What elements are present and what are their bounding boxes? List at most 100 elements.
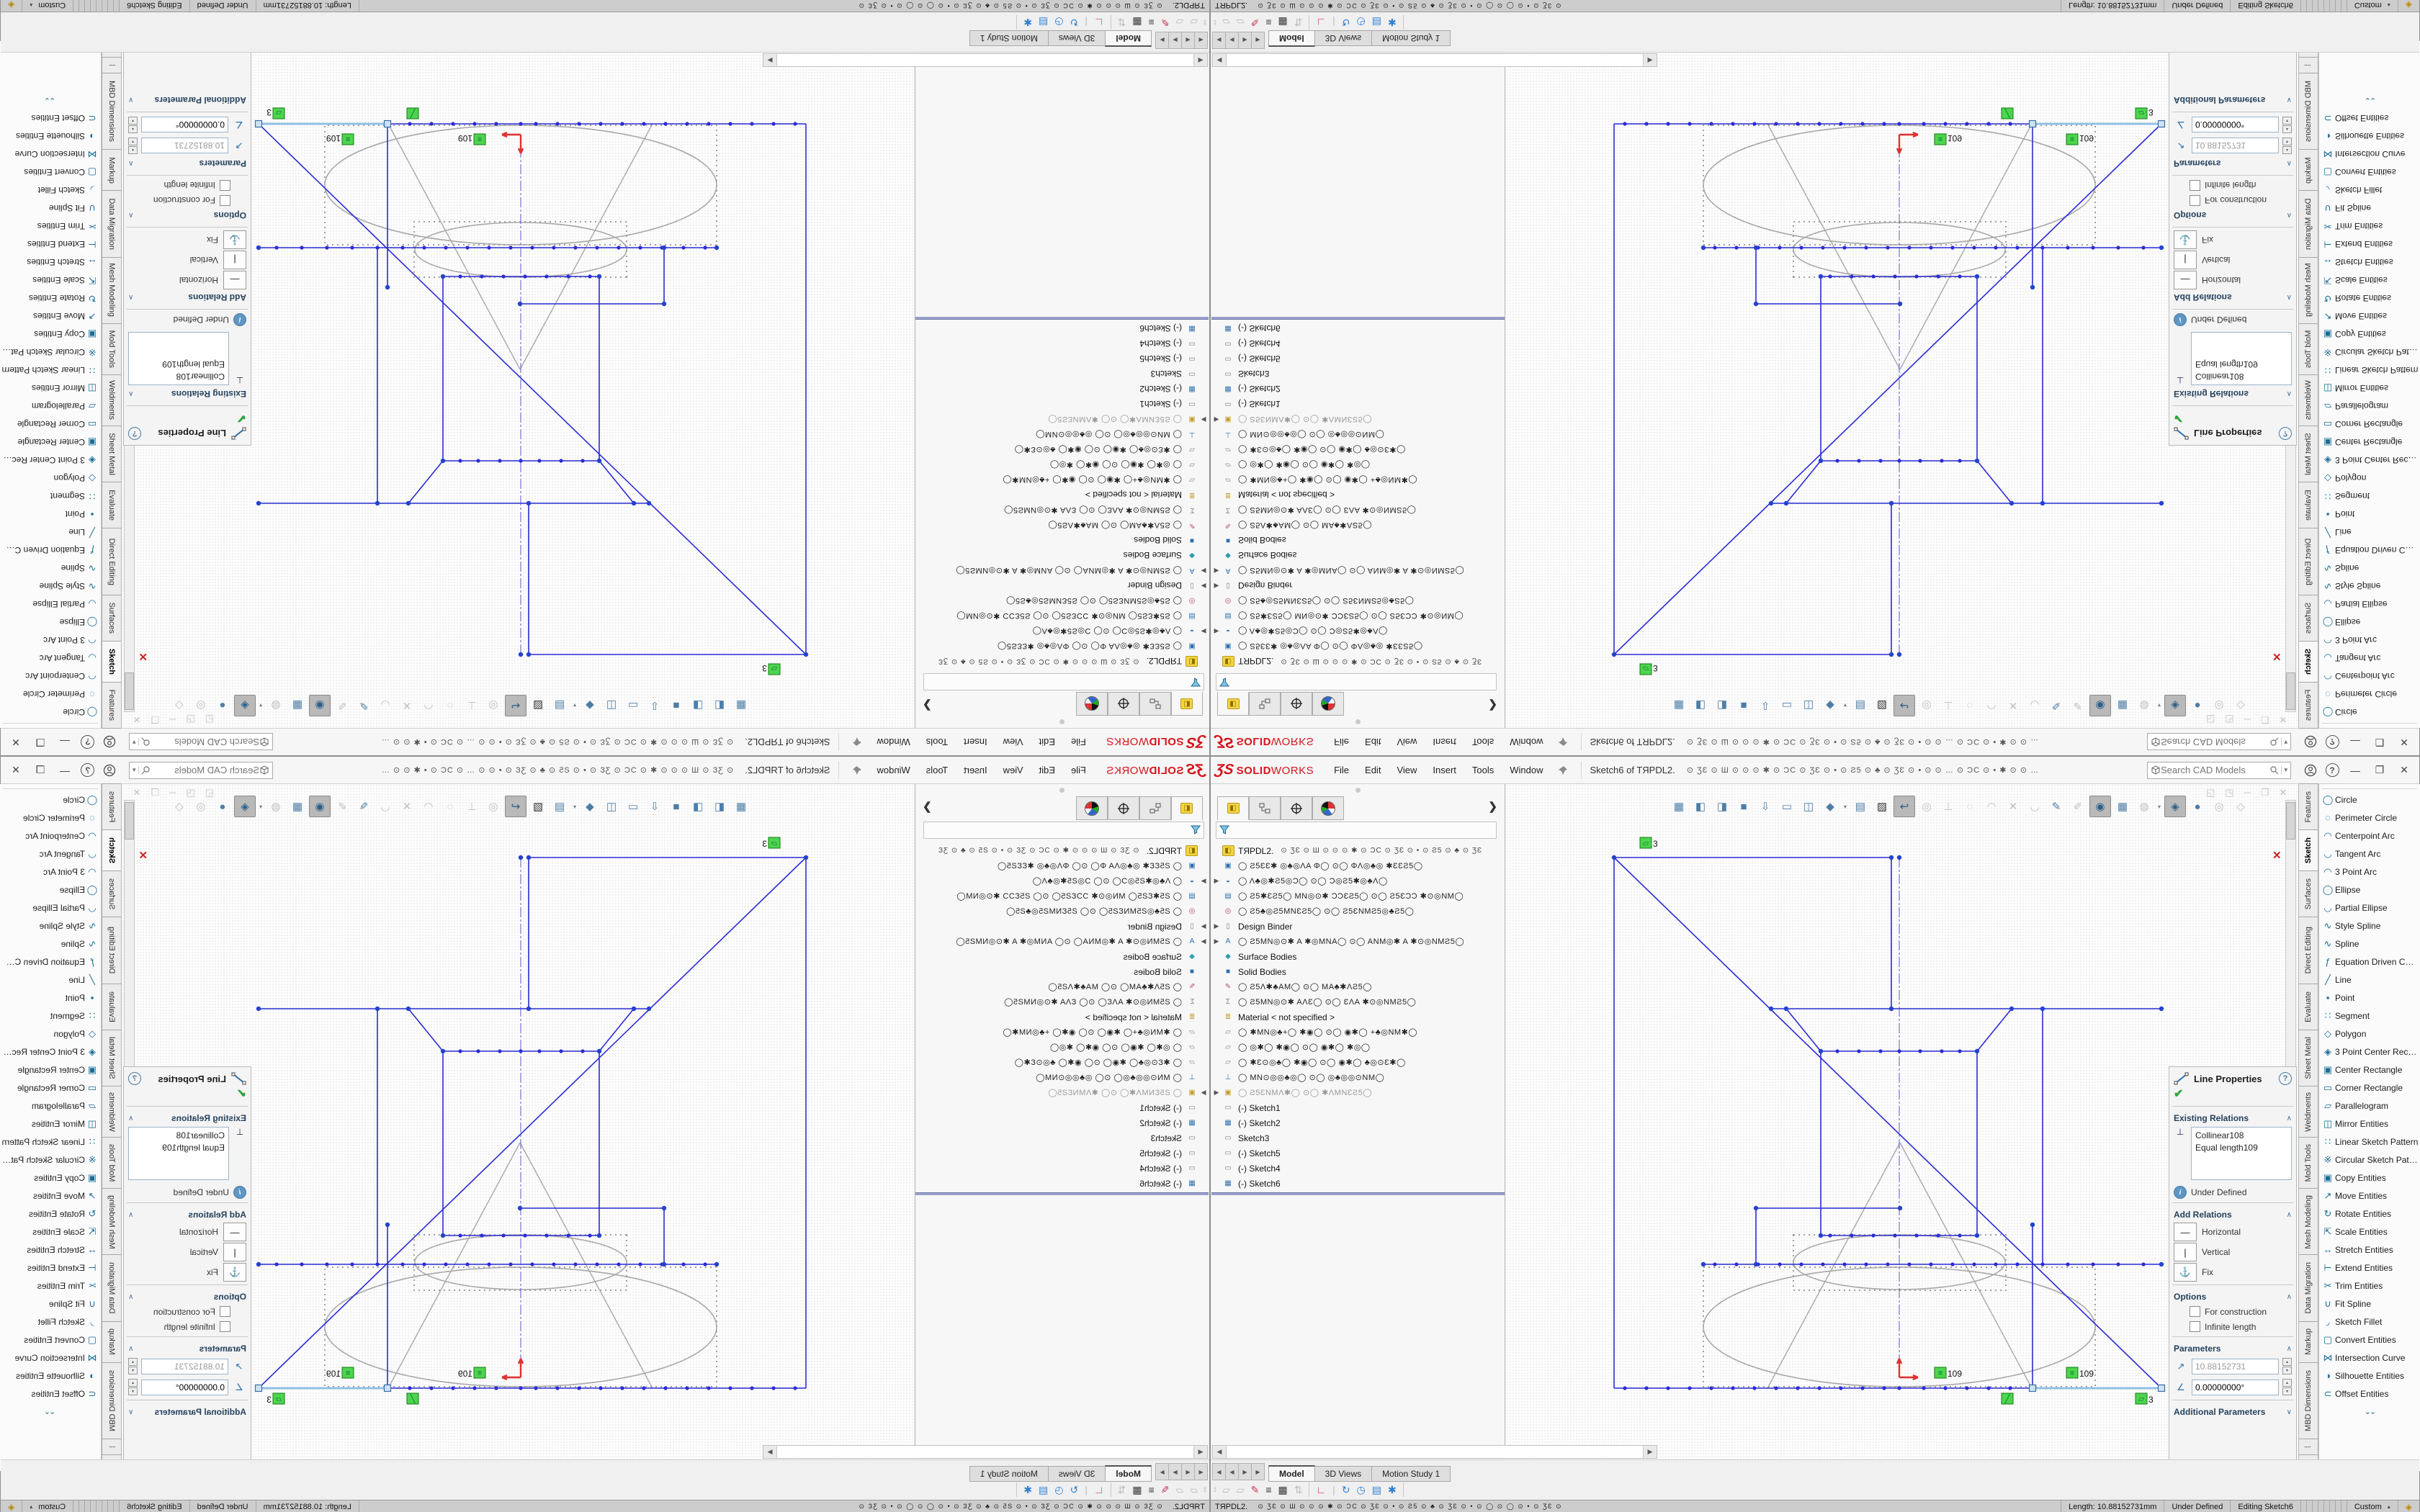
menu-item-circle[interactable]: ◯ Circle <box>2319 791 2420 809</box>
tree-row[interactable]: ▤ ◯ Ƨ5✱ƐƧ5◯ ΜΝ◎⊙✱ ƆƆƐƧ5◯ ⊙◯ Ƨ5ƐƆƆ ✱⊙◎ΝΜ◯ <box>1211 888 1505 904</box>
headsup-icon[interactable]: ◠ <box>1986 699 1996 711</box>
tab-nav-arrow[interactable]: ◀ <box>1212 32 1226 49</box>
menu-item-circular-sketch-pattern[interactable]: ※ Circular Sketch Pattern <box>0 343 101 361</box>
menu-item-sketch-fillet[interactable]: ◞ Sketch Fillet <box>0 1313 101 1331</box>
command-tab-mesh-modeling[interactable]: Mesh Modeling <box>2299 256 2318 324</box>
scroll-left-arrow[interactable]: ◀ <box>1213 1446 1227 1458</box>
command-tab-evaluate[interactable]: Evaluate <box>2299 983 2318 1030</box>
menu-item-line[interactable]: ╱ Line <box>0 971 101 989</box>
headsup-icon[interactable]: ◠ <box>1986 801 1996 813</box>
options-header[interactable]: Options <box>213 1292 246 1302</box>
parameter-spinner[interactable]: ▴ ▾ <box>2282 1358 2292 1374</box>
tree-row[interactable]: ⊥ ◯ ΜΝ⊙◎◎♣◎◯ ⊙◯ ◎♣◎◎⊙ΝΜ◯ <box>915 1070 1209 1085</box>
tree-row[interactable]: ▶ ▯ Design Binder <box>915 919 1209 934</box>
search-icon[interactable] <box>2269 737 2279 747</box>
headsup-icon[interactable]: ▦ <box>1673 801 1685 813</box>
relation-button-icon[interactable]: — <box>223 1223 246 1241</box>
ink-tool-icon[interactable]: ▦ <box>1278 1483 1288 1495</box>
panel-tab-feature-manager[interactable]: ◧ <box>1171 796 1203 820</box>
tree-expand-arrow[interactable]: ▶ <box>1201 1089 1206 1096</box>
headsup-icon[interactable]: ■ <box>1740 800 1747 813</box>
ink-tool-icon[interactable]: ✱ <box>1388 17 1397 29</box>
tree-row[interactable]: ■ Solid Bodies <box>1211 533 1505 548</box>
child-max-icon[interactable]: ❐ <box>151 714 160 725</box>
search-dropdown-arrow[interactable]: ▾ <box>2281 738 2287 746</box>
command-tab-sketch[interactable]: Sketch <box>2299 640 2318 683</box>
relation-badge[interactable]: ≡ 109 <box>2066 1367 2094 1379</box>
rollback-bar[interactable] <box>1211 317 1505 320</box>
menu-item-corner-rectangle[interactable]: ▭ Corner Rectangle <box>0 1079 101 1097</box>
ink-tool-icon[interactable]: ∟ <box>1093 17 1104 28</box>
headsup-icon[interactable]: ● <box>219 800 226 813</box>
panel-horizontal-scrollbar[interactable]: ◀ ▶ <box>1212 1445 1657 1459</box>
tree-row[interactable]: ▱ ◯ ◎✱◯ ✱◉◯ ⊙◯ ◉✱◯ ✱◎◯ <box>915 1040 1209 1055</box>
ink-tool-icon[interactable]: ✎ <box>1160 1483 1170 1495</box>
relation-button-icon[interactable]: ⚓ <box>2174 230 2197 249</box>
headsup-icon[interactable]: ◈ <box>2164 796 2186 817</box>
tree-row[interactable]: ▱ ◯ ✱Ɛ⊙◎♣◯ ✱◉◯ ⊙◯ ◉✱◯ ♣◎⊙Ɛ✱◯ <box>915 442 1209 457</box>
tab-nav-arrow[interactable]: ◀ <box>1212 1463 1226 1480</box>
headsup-icon[interactable]: ◉ <box>2089 796 2111 817</box>
headsup-icon[interactable]: ◍ <box>271 699 281 711</box>
checkbox[interactable] <box>220 180 230 191</box>
tree-row[interactable]: ▭ (-) Sketch4 <box>915 336 1209 351</box>
headsup-icon[interactable]: ⇩ <box>1760 801 1770 813</box>
add-relation-fix[interactable]: ⚓ Fix <box>124 230 251 250</box>
parameter-value[interactable]: 10.88152731 <box>141 1358 228 1374</box>
tree-row[interactable]: ▦ (-) Sketch6 <box>915 1176 1209 1191</box>
menu-item-circle[interactable]: ◯ Circle <box>0 703 101 721</box>
headsup-icon[interactable]: ◨ <box>1716 801 1728 813</box>
minimize-button[interactable]: — <box>60 736 70 748</box>
child-max-icon[interactable]: ❐ <box>2260 714 2269 725</box>
menu-item-3-point-center-recta-[interactable]: ◈ 3 Point Center Recta... <box>2319 1043 2420 1061</box>
tree-row[interactable]: ▱ ◯ ✱ΜΝ◎♣+◯ ✱◉◯ ⊙◯ ◉✱◯ +♣◎ΝΜ✱◯ <box>915 1025 1209 1040</box>
headsup-icon[interactable]: ◇ <box>2236 801 2245 813</box>
tree-row[interactable]: ▦ (-) Sketch6 <box>915 321 1209 336</box>
menu-item-corner-rectangle[interactable]: ▭ Corner Rectangle <box>2319 1079 2420 1097</box>
tree-row[interactable]: ▶ ▯ Design Binder <box>1211 919 1505 934</box>
ink-tool-icon[interactable]: ▱ <box>1236 1483 1245 1495</box>
account-icon[interactable] <box>2301 734 2320 751</box>
tab-nav-arrow[interactable]: ▶ <box>1238 1463 1252 1480</box>
relations-listbox[interactable]: Collinear108 Equal length109 <box>2191 332 2292 385</box>
tree-row[interactable]: ▶ ◒ ◯ Λ♣◎✱Ƨ5◎Ɔ◯ ⊙◯ Ɔ◎Ƨ5✱◎♣Λ◯ <box>915 873 1209 888</box>
relation-badge[interactable]: ≡ 109 <box>1934 133 1962 145</box>
menu-more-chevron[interactable]: ⌄⌄ <box>45 96 56 104</box>
child-close-icon[interactable]: ✕ <box>2279 787 2287 798</box>
tree-row[interactable]: Σ ◯ Ƨ5ΜΝ◎⊙✱ ΑΛƐ◯ ⊙◯ ƐΛΑ ✱⊙◎ΝΜƧ5◯ <box>915 503 1209 518</box>
command-tab-features[interactable]: Features <box>102 783 121 831</box>
ink-tool-icon[interactable]: ✱ <box>1023 17 1032 29</box>
existing-relations-header[interactable]: Existing Relations <box>171 1113 246 1123</box>
headsup-icon[interactable]: ▦ <box>735 699 747 711</box>
ink-tool-icon[interactable]: ✱ <box>1023 1483 1032 1495</box>
accept-button[interactable]: ✔ <box>236 1088 246 1100</box>
close-sketch-icon[interactable]: ✕ <box>138 650 148 662</box>
tree-row[interactable]: ▤ ◯ Ƨ5✱ƐƧ5◯ ΜΝ◎⊙✱ ƆƆƐƧ5◯ ⊙◯ Ƨ5ƐƆƆ ✱⊙◎ΝΜ◯ <box>915 888 1209 904</box>
headsup-icon[interactable]: ▦ <box>2117 801 2128 813</box>
headsup-icon[interactable]: ◎ <box>196 699 206 711</box>
ink-tool-icon[interactable]: ↻ <box>1341 17 1350 29</box>
menu-item-fit-spline[interactable]: ∪ Fit Spline <box>0 199 101 217</box>
doc-tab-motion-study-1[interactable]: Motion Study 1 <box>969 30 1049 46</box>
menu-item-spline[interactable]: ∿ Spline <box>0 559 101 577</box>
headsup-icon[interactable]: ↩ <box>1894 796 1915 817</box>
tree-row[interactable]: ◆ Surface Bodies <box>915 548 1209 563</box>
menu-item-tangent-arc[interactable]: ◡ Tangent Arc <box>0 845 101 863</box>
menu-view[interactable]: View <box>1397 737 1417 747</box>
status-tag-icon[interactable]: ◈ <box>1 1500 23 1512</box>
menu-more-chevron[interactable]: ⌄⌄ <box>2364 96 2375 104</box>
menu-item-circular-sketch-pattern[interactable]: ※ Circular Sketch Pattern <box>0 1151 101 1169</box>
command-tab-features[interactable]: Features <box>102 681 121 729</box>
ink-tool-icon[interactable]: ⇅ <box>1294 1483 1303 1495</box>
command-tab-sheet-metal[interactable]: Sheet Metal <box>2299 1029 2318 1086</box>
search-cad-models-box[interactable]: Search CAD Models ▾ <box>2147 733 2291 751</box>
search-dropdown-arrow[interactable]: ▾ <box>133 738 139 746</box>
command-tab-⁞[interactable]: ⁞ <box>102 57 121 74</box>
tree-row[interactable]: ◎ ◯ Ƨ5♣◎Ƨ5ΜΝƐƧ5◯ ⊙◯ Ƨ5ƐΝΜƧ5◎♣Ƨ5◯ <box>915 904 1209 919</box>
panel-help-icon[interactable]: ? <box>2279 1072 2292 1085</box>
command-tab-weldments[interactable]: Weldments <box>2299 374 2318 427</box>
status-units-dropdown[interactable]: Custom ▴ <box>2346 1500 2398 1512</box>
relation-badge[interactable]: ≡ 109 <box>458 1367 486 1379</box>
command-tab-mbd-dimensions[interactable]: MBD Dimensions <box>102 1362 121 1439</box>
tree-row[interactable]: ▣ ◯ Ƨ5ƐƐ✱ ◎♣◎ΛΑ Φ◯ ⊙◯ ΦΛ◎♣◎ ✱ƐƐƧ5◯ <box>1211 858 1505 873</box>
